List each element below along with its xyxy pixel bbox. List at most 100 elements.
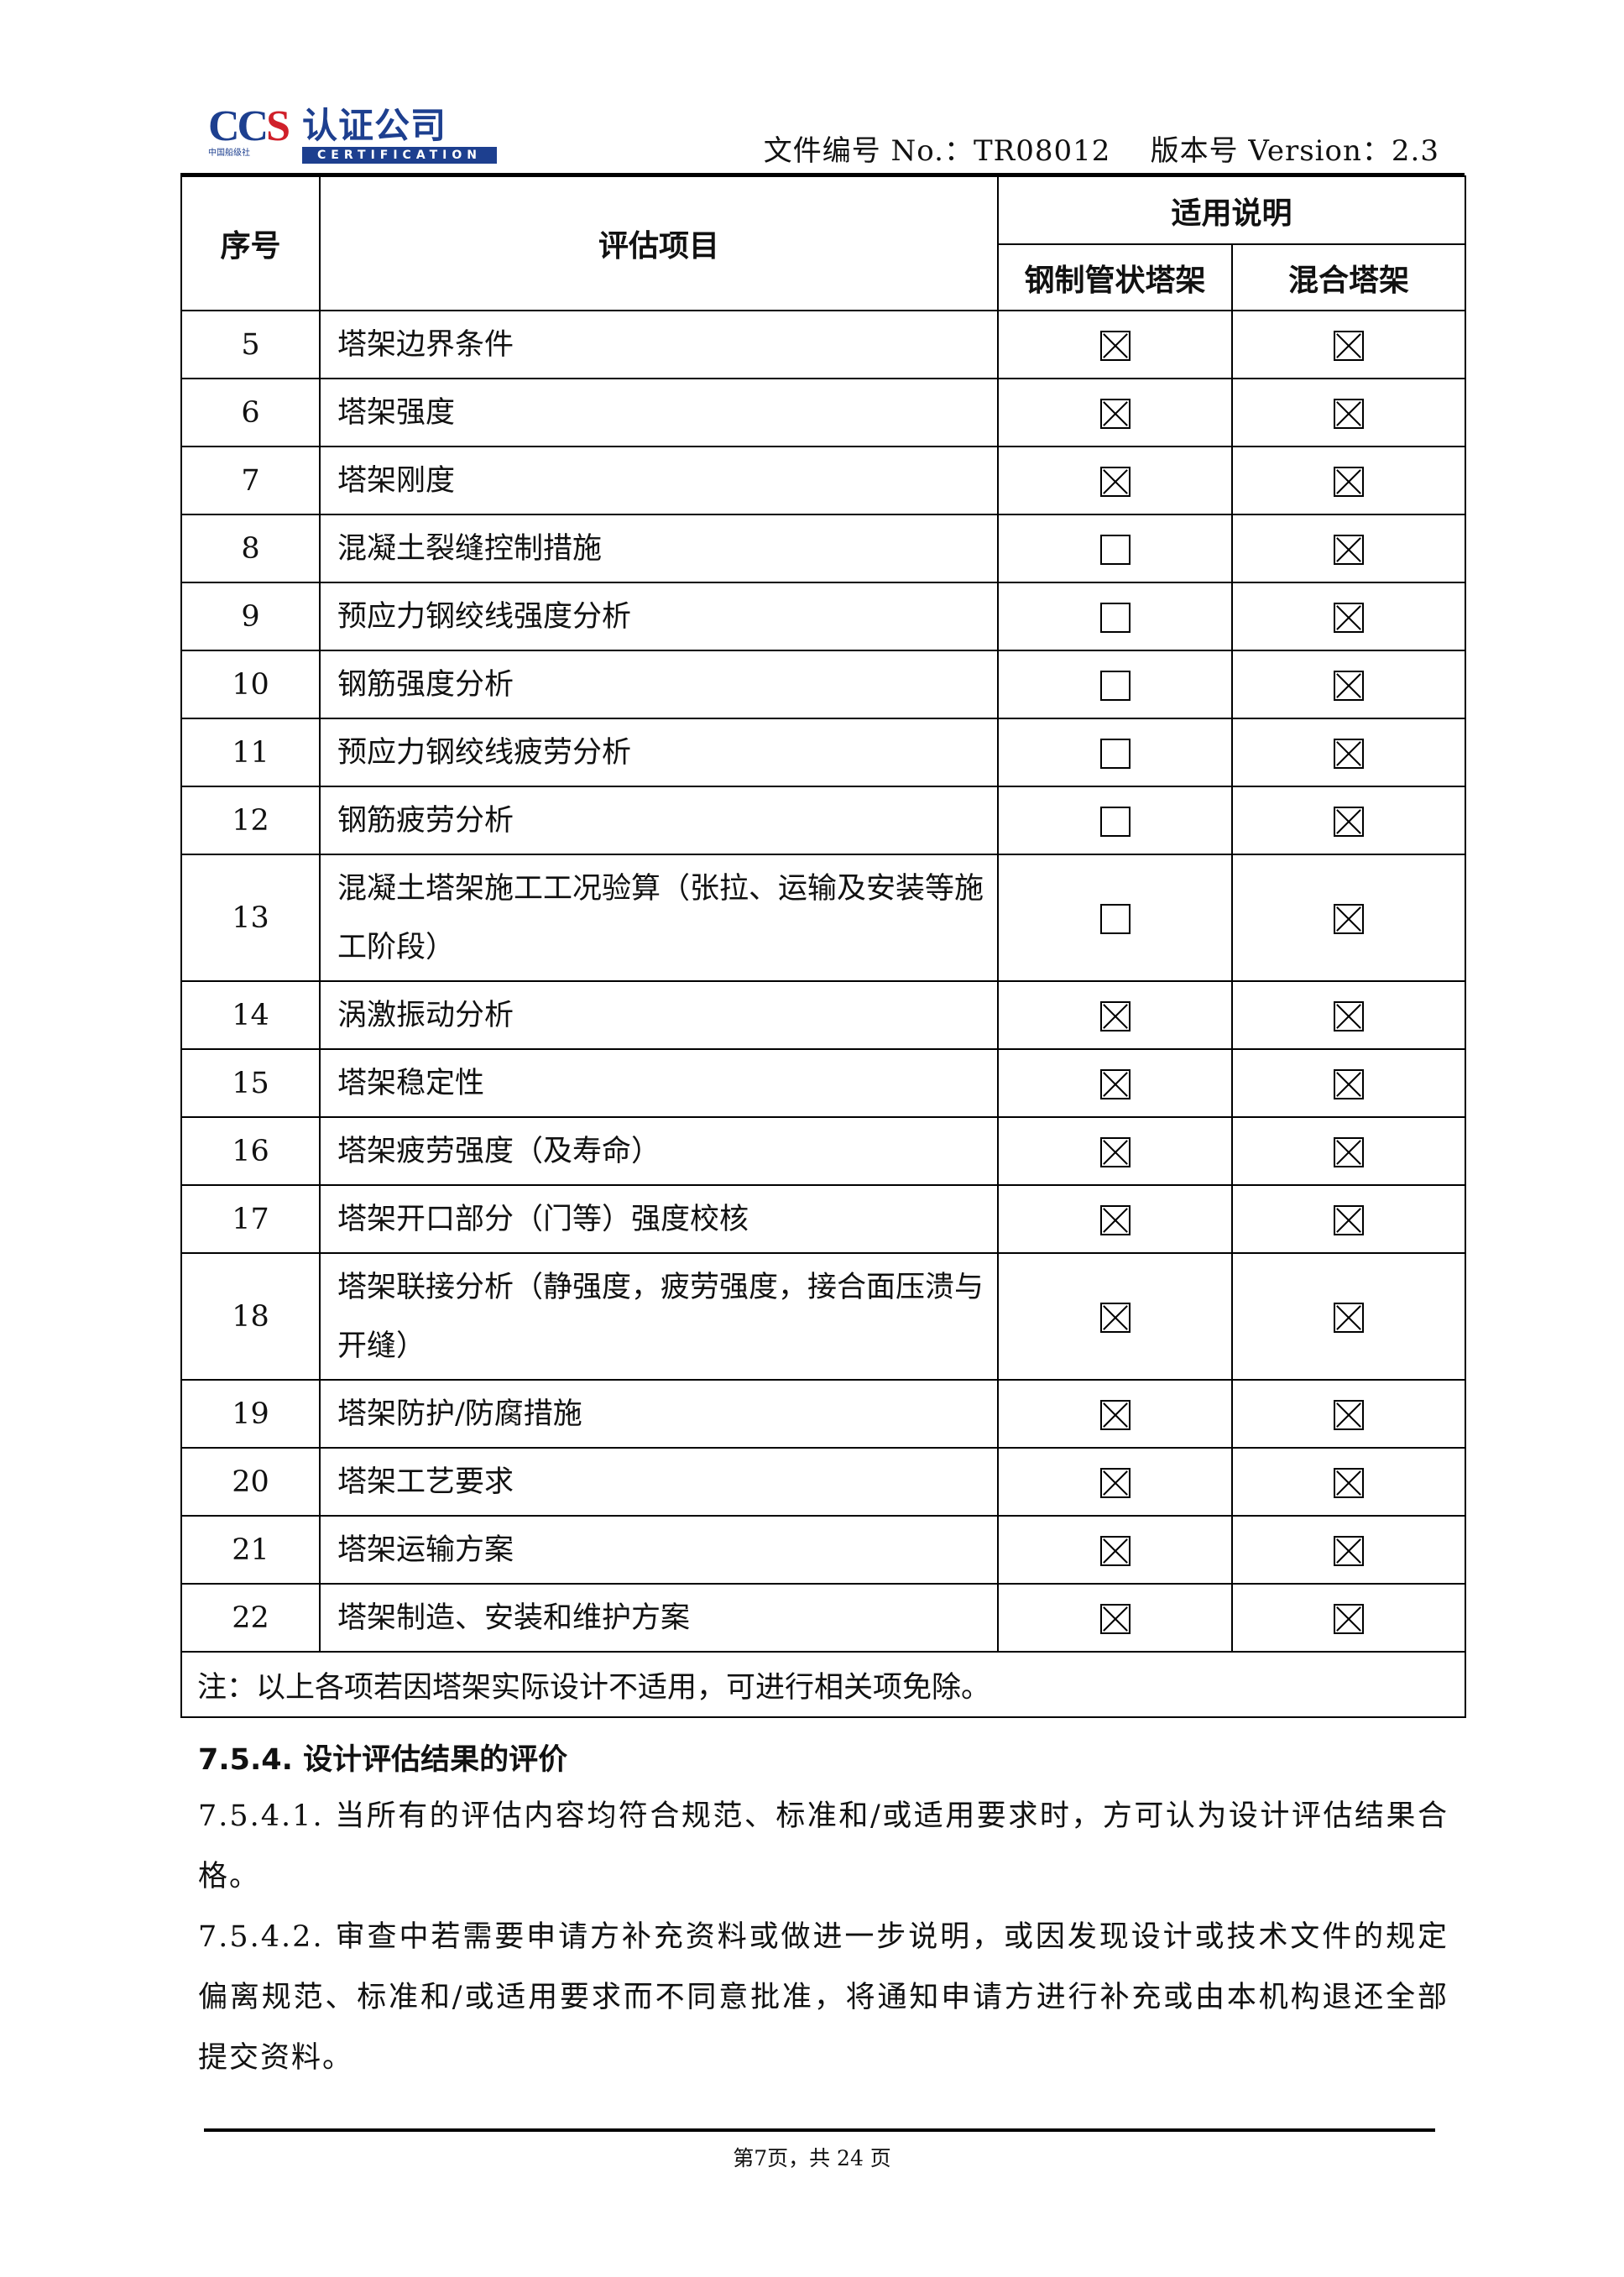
table-row: 19 塔架防护/防腐措施: [180, 1379, 1467, 1449]
checked-box-icon[interactable]: [1099, 1205, 1131, 1235]
checked-box-icon[interactable]: [1334, 671, 1364, 701]
checked-box-icon[interactable]: [1334, 1468, 1364, 1498]
row-number: 14: [180, 980, 321, 1050]
checked-box-icon[interactable]: [1099, 1001, 1131, 1031]
row-item: 塔架疲劳强度（及寿命）: [319, 1116, 999, 1186]
checked-box-icon[interactable]: [1334, 535, 1364, 565]
hybrid-tower-cell: [1230, 582, 1467, 651]
empty-box-icon[interactable]: [1099, 671, 1131, 701]
row-item: 预应力钢绞线强度分析: [319, 582, 999, 651]
checked-box-icon[interactable]: [1334, 1205, 1364, 1235]
row-item: 塔架强度: [319, 378, 999, 447]
hybrid-tower-cell: [1230, 718, 1467, 787]
row-number: 16: [180, 1116, 321, 1186]
table-row: 21 塔架运输方案: [180, 1515, 1467, 1585]
empty-box-icon[interactable]: [1099, 535, 1131, 565]
row-item: 塔架运输方案: [319, 1515, 999, 1585]
table-row: 6 塔架强度: [180, 378, 1467, 447]
logo-name: 认证公司: [302, 105, 447, 146]
table-row: 13 混凝土塔架施工工况验算（张拉、运输及安装等施工阶段）: [180, 854, 1467, 982]
checked-box-icon[interactable]: [1099, 1137, 1131, 1167]
checked-box-icon[interactable]: [1334, 603, 1364, 633]
hybrid-tower-cell: [1230, 1583, 1467, 1653]
hybrid-tower-cell: [1230, 1447, 1467, 1517]
checked-box-icon[interactable]: [1334, 1069, 1364, 1099]
checked-box-icon[interactable]: [1099, 399, 1131, 429]
hybrid-tower-cell: [1230, 1116, 1467, 1186]
doc-number: 文件编号 No.：TR08012: [763, 134, 1111, 168]
row-number: 10: [180, 650, 321, 719]
row-item: 钢筋强度分析: [319, 650, 999, 719]
checked-box-icon[interactable]: [1334, 399, 1364, 429]
row-number: 13: [180, 854, 321, 982]
logo-subtitle: CERTIFICATION: [302, 147, 497, 164]
steel-tower-cell: [997, 514, 1233, 583]
section-heading: 7.5.4. 设计评估结果的评价: [198, 1743, 568, 1777]
table-row: 16 塔架疲劳强度（及寿命）: [180, 1116, 1467, 1186]
row-item: 塔架制造、安装和维护方案: [319, 1583, 999, 1653]
empty-box-icon[interactable]: [1099, 807, 1131, 837]
checked-box-icon[interactable]: [1334, 331, 1364, 361]
checked-box-icon[interactable]: [1099, 1536, 1131, 1566]
header-no: 序号: [180, 175, 321, 311]
document-header: 文件编号 No.：TR08012 版本号 Version：2.3: [764, 128, 1439, 169]
checked-box-icon[interactable]: [1334, 467, 1364, 497]
row-number: 18: [180, 1252, 321, 1381]
empty-box-icon[interactable]: [1099, 603, 1131, 633]
evaluation-table: 序号 评估项目 适用说明 钢制管状塔架 混合塔架 5 塔架边界条件 6 塔架强度 7 塔架…: [180, 175, 1467, 1718]
table-row: 22 塔架制造、安装和维护方案: [180, 1583, 1467, 1653]
row-item: 预应力钢绞线疲劳分析: [319, 718, 999, 787]
row-item: 塔架联接分析（静强度，疲劳强度，接合面压溃与开缝）: [319, 1252, 999, 1381]
table-row: 15 塔架稳定性: [180, 1048, 1467, 1118]
checked-box-icon[interactable]: [1334, 1137, 1364, 1167]
paragraph: 7.5.4.2. 审查中若需要申请方补充资料或做进一步说明，或因发现设计或技术文…: [198, 1920, 1449, 2075]
checked-box-icon[interactable]: [1099, 1303, 1131, 1333]
checked-box-icon[interactable]: [1099, 1400, 1131, 1430]
row-item: 钢筋疲劳分析: [319, 786, 999, 855]
hybrid-tower-cell: [1230, 1048, 1467, 1118]
steel-tower-cell: [997, 1048, 1233, 1118]
checked-box-icon[interactable]: [1334, 739, 1364, 769]
checked-box-icon[interactable]: [1099, 1468, 1131, 1498]
checked-box-icon[interactable]: [1334, 1536, 1364, 1566]
hybrid-tower-cell: [1230, 378, 1467, 447]
checked-box-icon[interactable]: [1099, 1604, 1131, 1634]
checked-box-icon[interactable]: [1334, 807, 1364, 837]
checked-box-icon[interactable]: [1334, 1303, 1364, 1333]
checked-box-icon[interactable]: [1099, 331, 1131, 361]
table-row: 10 钢筋强度分析: [180, 650, 1467, 719]
row-number: 6: [180, 378, 321, 447]
row-item: 涡激振动分析: [319, 980, 999, 1050]
steel-tower-cell: [997, 1447, 1233, 1517]
hybrid-tower-cell: [1230, 1515, 1467, 1585]
steel-tower-cell: [997, 786, 1233, 855]
table-row: 9 预应力钢绞线强度分析: [180, 582, 1467, 651]
paragraph: 7.5.4.1. 当所有的评估内容均符合规范、标准和/或适用要求时，方可认为设计…: [198, 1799, 1449, 1893]
row-item: 塔架开口部分（门等）强度校核: [319, 1184, 999, 1254]
checked-box-icon[interactable]: [1334, 1001, 1364, 1031]
checked-box-icon[interactable]: [1099, 467, 1131, 497]
hybrid-tower-cell: [1230, 980, 1467, 1050]
table-row: 11 预应力钢绞线疲劳分析: [180, 718, 1467, 787]
checked-box-icon[interactable]: [1334, 1604, 1364, 1634]
steel-tower-cell: [997, 582, 1233, 651]
checked-box-icon[interactable]: [1334, 1400, 1364, 1430]
row-number: 21: [180, 1515, 321, 1585]
steel-tower-cell: [997, 980, 1233, 1050]
table-row: 18 塔架联接分析（静强度，疲劳强度，接合面压溃与开缝）: [180, 1252, 1467, 1381]
row-item: 混凝土塔架施工工况验算（张拉、运输及安装等施工阶段）: [319, 854, 999, 982]
table-row: 5 塔架边界条件: [180, 310, 1467, 379]
steel-tower-cell: [997, 1116, 1233, 1186]
row-number: 17: [180, 1184, 321, 1254]
header-steel-tower: 钢制管状塔架: [997, 243, 1233, 311]
table-row: 14 涡激振动分析: [180, 980, 1467, 1050]
row-item: 塔架工艺要求: [319, 1447, 999, 1517]
row-number: 7: [180, 446, 321, 515]
hybrid-tower-cell: [1230, 650, 1467, 719]
table-row: 7 塔架刚度: [180, 446, 1467, 515]
checked-box-icon[interactable]: [1099, 1069, 1131, 1099]
checked-box-icon[interactable]: [1334, 904, 1364, 934]
row-item: 塔架边界条件: [319, 310, 999, 379]
empty-box-icon[interactable]: [1099, 904, 1131, 934]
empty-box-icon[interactable]: [1099, 739, 1131, 769]
